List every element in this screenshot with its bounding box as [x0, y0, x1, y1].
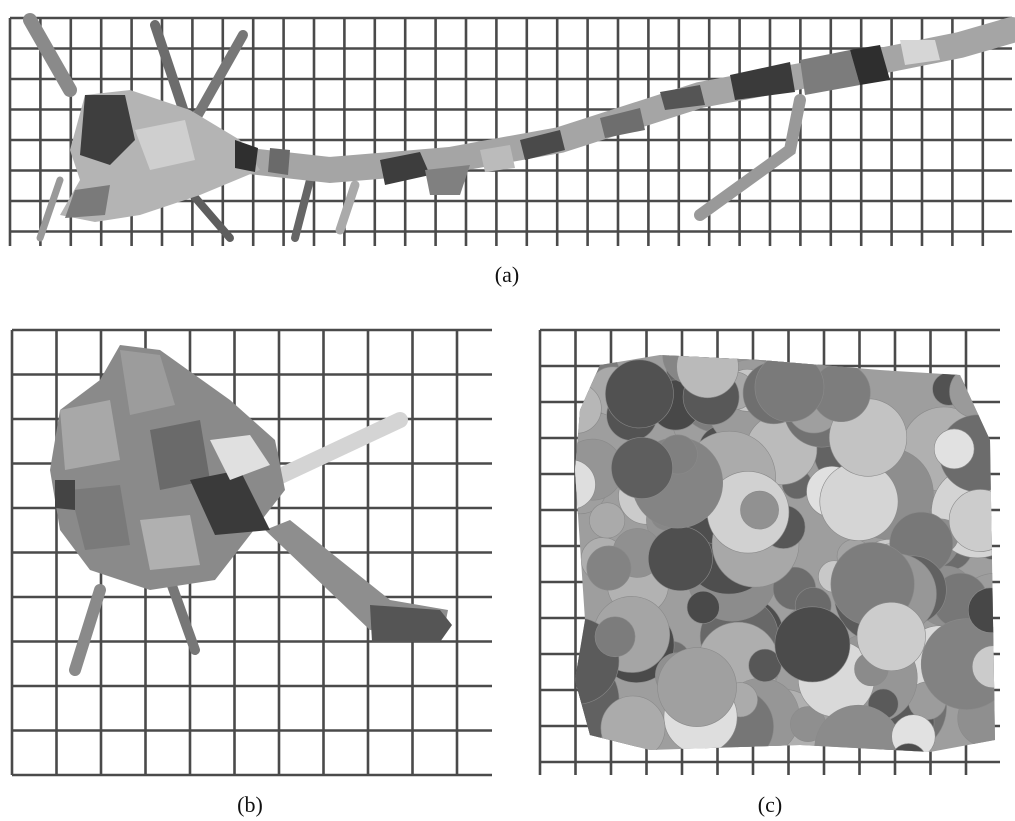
cell-c — [523, 320, 1015, 785]
cell-segment — [687, 591, 719, 623]
cell-segment — [949, 489, 1011, 551]
panel-label: (c) — [758, 792, 782, 818]
figure: (a) (b) (c) (() => { const data = JSON.p… — [0, 0, 1015, 821]
cell-segment — [741, 491, 779, 529]
cell-segment — [595, 617, 635, 657]
cell-segment — [968, 588, 1013, 633]
panel-label: (b) — [237, 792, 263, 818]
cell-segment — [589, 503, 624, 538]
cell-segment — [972, 646, 1014, 688]
cell-segment — [857, 602, 925, 670]
cell-segment — [934, 429, 974, 469]
cell-segment — [587, 546, 631, 590]
cell-segment — [648, 527, 712, 591]
cell-segment — [605, 360, 673, 428]
panel-c-image — [0, 320, 1015, 785]
cell-segment — [611, 437, 672, 498]
cell-segment — [775, 607, 850, 682]
cell-segment — [658, 648, 737, 727]
panel-label: (a) — [495, 262, 519, 288]
panel-a-image — [0, 0, 1015, 252]
